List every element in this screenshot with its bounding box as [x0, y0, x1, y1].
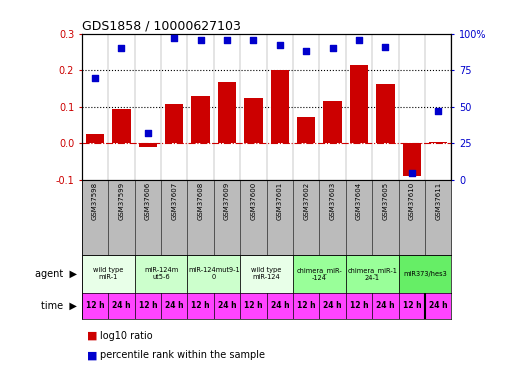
Point	[302, 48, 310, 54]
Point	[117, 45, 126, 51]
Bar	[403, 144, 421, 176]
Bar	[323, 101, 342, 144]
Text: chimera_miR-
-124: chimera_miR- -124	[297, 267, 342, 280]
Text: wild type
miR-1: wild type miR-1	[93, 267, 124, 280]
Text: wild type
miR-124: wild type miR-124	[251, 267, 282, 280]
Bar	[86, 134, 105, 144]
Bar	[429, 142, 447, 144]
Point	[196, 37, 205, 43]
Text: percentile rank within the sample: percentile rank within the sample	[100, 350, 265, 360]
Point	[276, 42, 284, 48]
Text: chimera_miR-1
24-1: chimera_miR-1 24-1	[347, 267, 397, 280]
Bar	[350, 65, 369, 144]
Text: miR-124m
ut5-6: miR-124m ut5-6	[144, 267, 178, 280]
Text: 24 h: 24 h	[323, 301, 342, 310]
Bar	[244, 99, 263, 144]
Bar	[82, 255, 135, 292]
Bar	[376, 84, 394, 144]
Text: 12 h: 12 h	[138, 301, 157, 310]
Text: 24 h: 24 h	[429, 301, 448, 310]
Text: 12 h: 12 h	[244, 301, 263, 310]
Text: GSM37611: GSM37611	[435, 182, 441, 220]
Bar	[138, 144, 157, 147]
Point	[249, 37, 258, 43]
Text: GSM37607: GSM37607	[171, 182, 177, 220]
Text: 12 h: 12 h	[402, 301, 421, 310]
Text: 24 h: 24 h	[376, 301, 395, 310]
Bar	[135, 255, 187, 292]
Text: GSM37609: GSM37609	[224, 182, 230, 220]
Text: GSM37599: GSM37599	[118, 182, 125, 220]
Text: 24 h: 24 h	[165, 301, 184, 310]
Point	[355, 37, 363, 43]
Text: 24 h: 24 h	[270, 301, 289, 310]
Point	[91, 75, 99, 81]
Bar	[112, 109, 131, 144]
Text: GSM37602: GSM37602	[303, 182, 309, 220]
Text: GSM37598: GSM37598	[92, 182, 98, 220]
Bar	[187, 255, 240, 292]
Point	[144, 130, 152, 136]
Bar	[192, 96, 210, 144]
Bar	[165, 104, 184, 144]
Bar	[399, 255, 451, 292]
Point	[381, 44, 390, 50]
Text: GSM37606: GSM37606	[145, 182, 151, 220]
Text: agent  ▶: agent ▶	[34, 269, 77, 279]
Text: log10 ratio: log10 ratio	[100, 331, 153, 341]
Text: time  ▶: time ▶	[41, 301, 77, 310]
Bar	[293, 255, 346, 292]
Text: 24 h: 24 h	[218, 301, 237, 310]
Text: ■: ■	[87, 350, 98, 360]
Bar	[271, 70, 289, 144]
Text: GSM37608: GSM37608	[197, 182, 204, 220]
Bar	[240, 255, 293, 292]
Point	[408, 170, 416, 176]
Text: miR373/hes3: miR373/hes3	[403, 271, 447, 277]
Text: miR-124mut9-1
0: miR-124mut9-1 0	[188, 267, 240, 280]
Text: 12 h: 12 h	[297, 301, 316, 310]
Text: GSM37610: GSM37610	[409, 182, 415, 220]
Point	[434, 108, 442, 114]
Text: 24 h: 24 h	[112, 301, 131, 310]
Point	[223, 37, 231, 43]
Point	[170, 35, 178, 41]
Text: 12 h: 12 h	[86, 301, 105, 310]
Text: GSM37600: GSM37600	[250, 182, 257, 220]
Bar	[218, 82, 237, 144]
Text: ■: ■	[87, 331, 98, 341]
Point	[328, 45, 337, 51]
Bar	[346, 255, 399, 292]
Text: GSM37601: GSM37601	[277, 182, 283, 220]
Text: GDS1858 / 10000627103: GDS1858 / 10000627103	[82, 20, 241, 33]
Bar	[297, 117, 315, 144]
Text: GSM37604: GSM37604	[356, 182, 362, 220]
Text: GSM37603: GSM37603	[329, 182, 336, 220]
Text: GSM37605: GSM37605	[382, 182, 389, 220]
Text: 12 h: 12 h	[191, 301, 210, 310]
Text: 12 h: 12 h	[350, 301, 369, 310]
